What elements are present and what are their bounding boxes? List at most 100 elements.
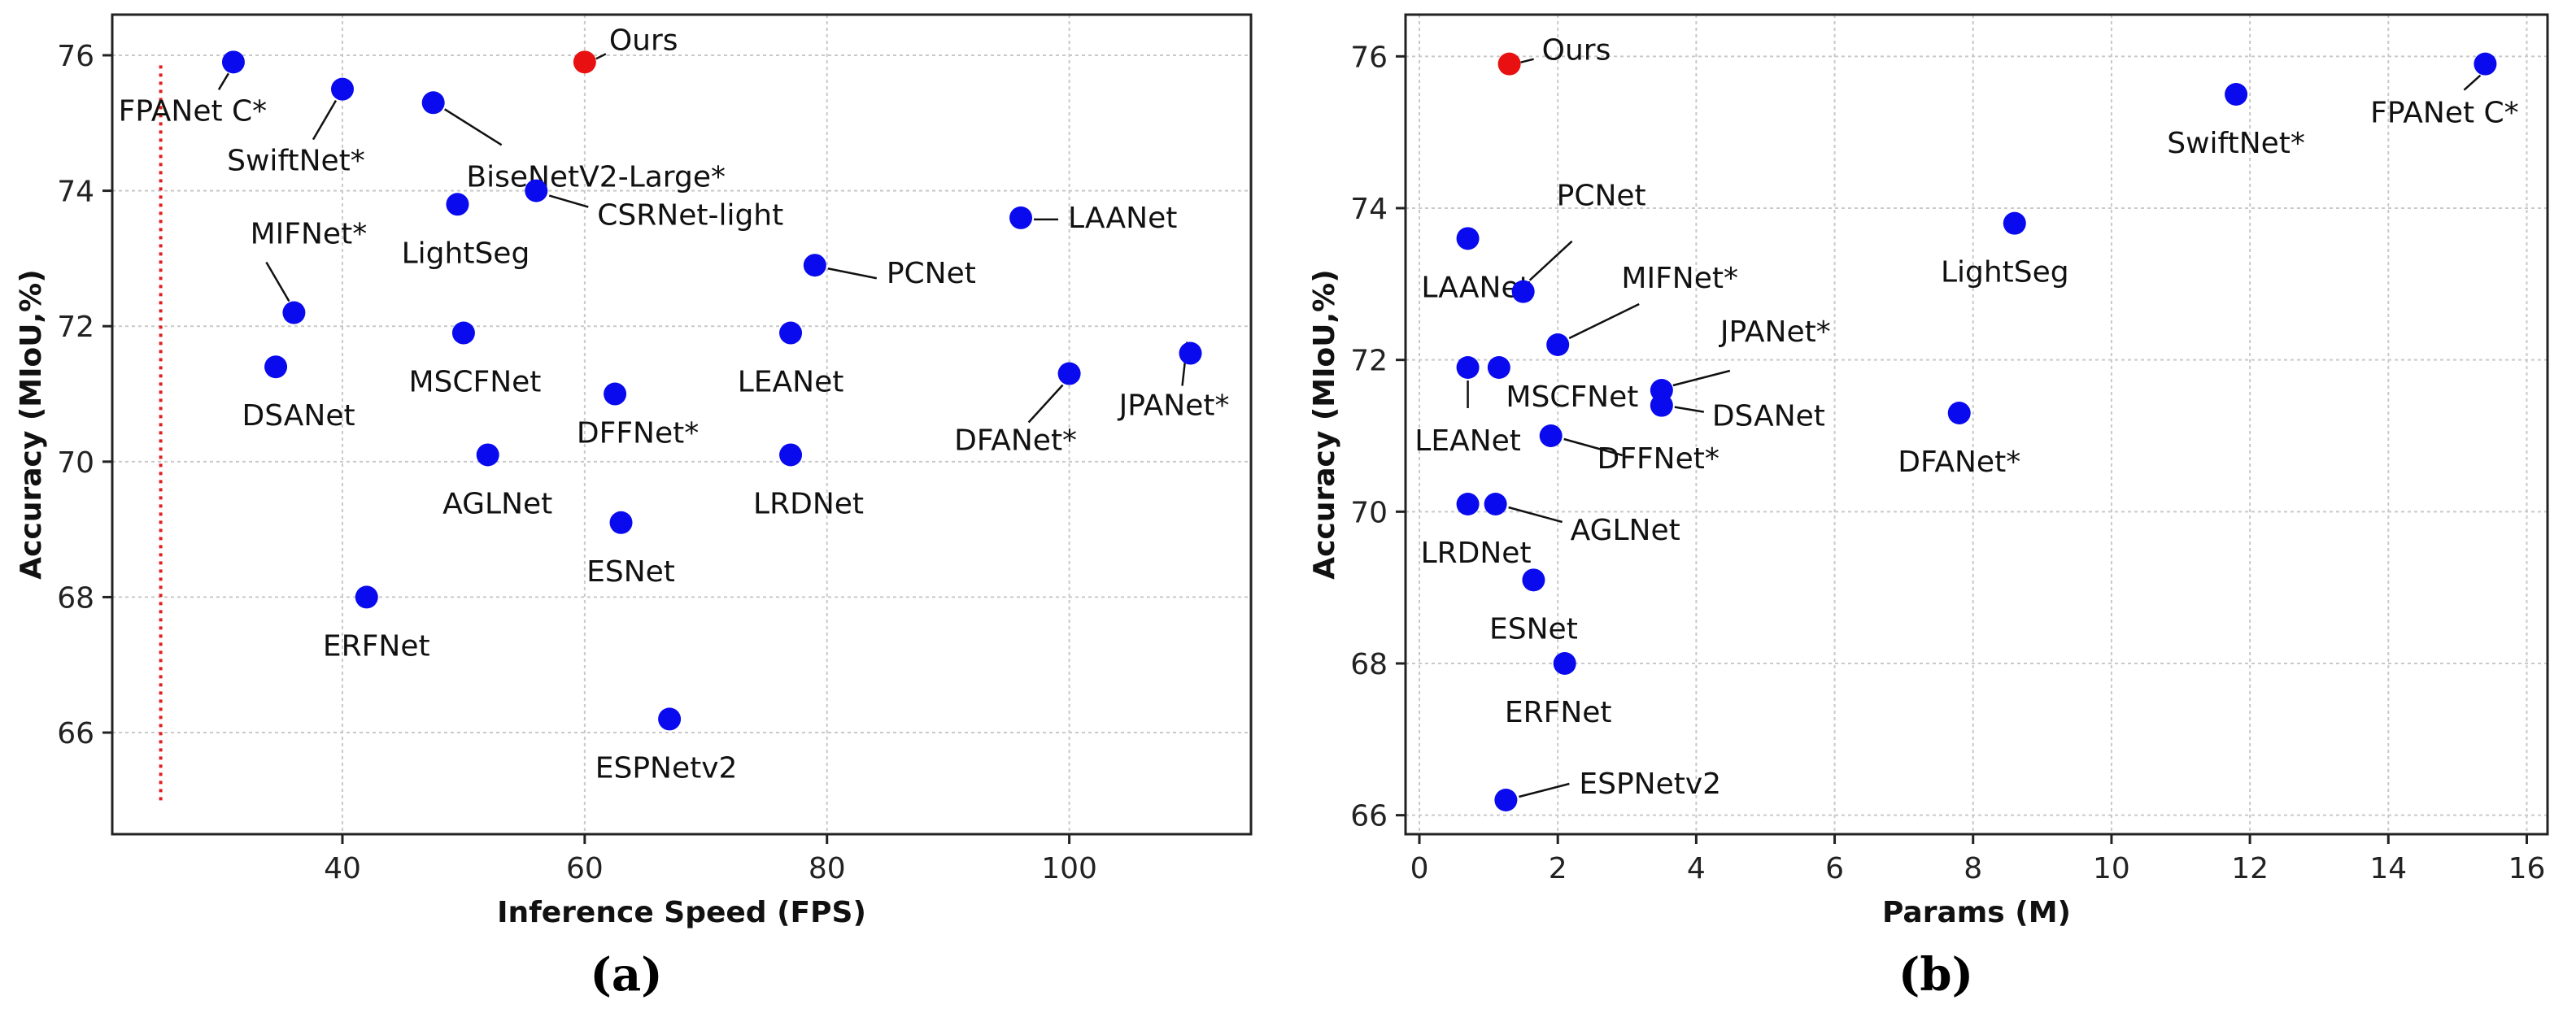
panel-b-leader-fpanet-c (2463, 74, 2482, 91)
panel-a-y-tick-label: 66 (57, 717, 94, 750)
panel-b-point-label-mscfnet: MSCFNet (1506, 381, 1638, 414)
panel-b-x-tick-label: 0 (1410, 852, 1429, 885)
panel-b-point-aglnet (1484, 493, 1507, 515)
panel-a-point-label-esnet: ESNet (586, 555, 675, 589)
panel-a-point-dsanet (264, 355, 288, 379)
panel-b-y-tick-label: 74 (1350, 193, 1388, 226)
panel-a-point-fpanet-c (221, 50, 245, 74)
panel-a-point-swiftnet (330, 77, 354, 101)
panel-b-leader-mifnet (1568, 302, 1640, 340)
panel-b-point-mifnet (1546, 333, 1570, 356)
panel-b-leader-aglnet (1508, 506, 1563, 524)
panel-a-y-axis-title: Accuracy (MIoU,%) (15, 269, 48, 579)
panel-b-point-label-lrdnet: LRDNet (1421, 537, 1532, 570)
panel-a-point-csrnet-light (525, 179, 548, 202)
panel-b-point-laanet (1456, 227, 1480, 250)
panel-a-leader-ours (595, 53, 607, 60)
panel-b-point-esnet (1522, 568, 1545, 592)
panel-a-point-label-dfanet: DFANet* (954, 424, 1077, 458)
panel-b-point-label-erfnet: ERFNet (1505, 696, 1612, 729)
panel-b-point-label-dfanet: DFANet* (1898, 446, 2020, 479)
panel-b-point-label-mifnet: MIFNet* (1621, 262, 1738, 295)
panel-b-point-lrdnet (1456, 493, 1480, 515)
panel-b-point-label-leanet: LEANet (1414, 424, 1521, 458)
panel-a-point-label-pcnet: PCNet (887, 257, 976, 290)
panel-a-point-lrdnet (779, 443, 803, 467)
panel-b-y-axis-title: Accuracy (MIoU,%) (1308, 269, 1341, 579)
panel-a-leader-bisenetv2-large (444, 108, 503, 146)
panel-a-point-jpanet (1179, 341, 1202, 365)
panel-b-point-pcnet (1511, 280, 1535, 303)
panel-a-leader-dfanet (1027, 384, 1064, 424)
panel-b-x-tick-label: 10 (2093, 852, 2130, 885)
panel-b-x-tick-label: 8 (1964, 852, 1982, 885)
panel-b-point-label-aglnet: AGLNet (1571, 514, 1680, 547)
panel-b-point-espnetv2 (1494, 789, 1518, 811)
panel-a-x-tick-label: 40 (324, 852, 361, 885)
panel-a-point-label-dffnet: DFFNet* (577, 417, 699, 450)
panel-a-point-dffnet (604, 382, 627, 406)
panel-b-x-tick-label: 2 (1549, 852, 1567, 885)
panel-b-point-label-espnetv2: ESPNetv2 (1579, 768, 1721, 801)
panel-a-point-erfnet (355, 585, 378, 609)
panel-a-point-esnet (609, 511, 633, 534)
panel-a-point-espnetv2 (658, 707, 682, 731)
panel-b-x-tick-label: 16 (2508, 852, 2546, 885)
panel-a-point-dfanet (1057, 362, 1081, 385)
panel-a-point-label-bisenetv2-large: BiseNetV2-Large* (466, 160, 726, 194)
panel-a-x-tick-label: 80 (809, 852, 846, 885)
panel-b-tag: (b) (1898, 948, 1973, 1002)
panel-a: 40 60 80 100 66 68 70 72 74 76 Inference Speed (FP… (15, 13, 1253, 1002)
panel-a-leader-mifnet (265, 261, 290, 302)
panel-b-x-tick-label: 14 (2369, 852, 2407, 885)
panel-a-y-tick-label: 70 (57, 446, 94, 480)
panel-b-point-label-fpanet-c: FPANet C* (2370, 97, 2519, 130)
panel-a-y-tick-label: 74 (57, 176, 94, 209)
panel-b-point-erfnet (1553, 652, 1576, 675)
panel-b-point-dffnet (1539, 424, 1563, 447)
panel-a-point-mscfnet (451, 321, 475, 345)
panel-a-point-label-laanet: LAANet (1068, 202, 1177, 235)
panel-a-point-pcnet (803, 254, 826, 277)
panel-b-y-tick-label: 66 (1350, 800, 1388, 833)
panel-b-leader-ours (1520, 58, 1534, 63)
panel-a-point-label-leanet: LEANet (738, 366, 844, 399)
panel-b-point-label-dsanet: DSANet (1712, 400, 1825, 433)
panel-a-point-lightseg (446, 193, 469, 216)
panel-a-point-label-erfnet: ERFNet (323, 629, 430, 663)
panel-b-point-label-esnet: ESNet (1489, 612, 1578, 646)
panel-b-x-tick-label: 4 (1687, 852, 1706, 885)
panel-a-point-laanet (1009, 206, 1033, 229)
panel-a-point-label-dsanet: DSANet (242, 399, 355, 433)
panel-a-point-bisenetv2-large (421, 91, 445, 115)
panel-a-point-label-swiftnet: SwiftNet* (227, 145, 365, 178)
panel-a-tag: (a) (590, 948, 662, 1002)
panel-b-y-tick-label: 76 (1350, 41, 1388, 74)
panel-b-point-label-lightseg: LightSeg (1941, 256, 2069, 289)
panel-b-leader-espnetv2 (1519, 782, 1570, 798)
panel-a-point-mifnet (282, 301, 306, 324)
panel-a-y-tick-label: 76 (57, 40, 94, 73)
panel-b-plot-frame (1404, 13, 2549, 836)
panel-a-plot-frame (111, 13, 1253, 836)
panel-a-leader-pcnet (827, 267, 878, 280)
panel-a-point-leanet (779, 321, 803, 345)
panel-b-point-label-laanet: LAANet (1421, 271, 1530, 304)
panel-a-x-tick-label: 100 (1041, 852, 1097, 885)
panel-b-leader-dffnet (1563, 437, 1624, 457)
panel-b-x-axis-title: Params (M) (1882, 896, 2071, 929)
panel-a-leader-csrnet-light (548, 194, 589, 208)
panel-a-point-label-aglnet: AGLNet (442, 487, 552, 520)
panel-b-point-mscfnet (1487, 356, 1510, 379)
panel-a-leader-swiftnet (312, 100, 338, 141)
panel-b-y-tick-label: 72 (1350, 345, 1388, 378)
panel-a-leader-fpanet-c (217, 72, 230, 90)
panel-b-point-leanet (1456, 356, 1480, 379)
panel-b-point-dsanet (1650, 394, 1673, 417)
panel-b-point-label-ours: Ours (1542, 34, 1611, 67)
panel-a-point-label-lightseg: LightSeg (402, 237, 530, 270)
panel-a-point-label-csrnet-light: CSRNet-light (597, 199, 783, 233)
panel-a-point-label-mifnet: MIFNet* (251, 218, 368, 251)
